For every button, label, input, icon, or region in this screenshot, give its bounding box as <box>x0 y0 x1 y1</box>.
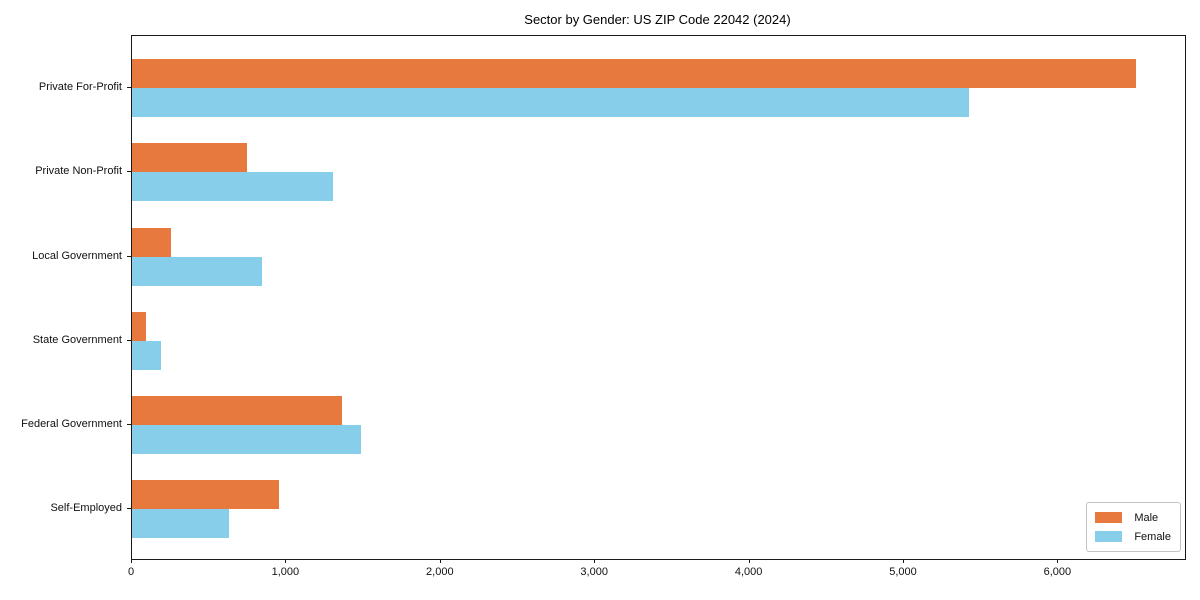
bar-female-3 <box>132 256 262 286</box>
x-tick-label: 0 <box>127 566 135 578</box>
x-tick <box>748 559 750 563</box>
bar-female-6 <box>132 508 230 538</box>
legend-label: Male <box>1134 511 1159 524</box>
x-tick-label: 6,000 <box>1043 566 1072 578</box>
bar-male-3 <box>132 227 172 257</box>
legend: Male Female <box>1086 502 1181 552</box>
legend-swatch-male <box>1095 512 1123 523</box>
y-tick-label: Federal Government <box>21 417 122 430</box>
y-tick <box>127 255 132 257</box>
y-tick-label: Private Non-Profit <box>35 165 122 178</box>
x-tick-label: 5,000 <box>889 566 917 578</box>
x-tick <box>285 559 287 563</box>
legend-item: Female <box>1095 527 1171 546</box>
x-tick <box>439 559 441 563</box>
bar-male-6 <box>132 479 279 509</box>
y-axis-labels: Private For-Profit Private Non-Profit Loca… <box>0 35 122 558</box>
bar-male-5 <box>132 395 342 425</box>
plot-area: Male Female <box>131 35 1186 560</box>
x-tick-label: 1,000 <box>271 566 300 578</box>
bar-female-5 <box>132 424 361 454</box>
y-tick-label: Private For-Profit <box>38 81 122 94</box>
y-tick <box>127 507 132 509</box>
bar-male-4 <box>132 311 146 341</box>
legend-label: Female <box>1134 530 1171 543</box>
y-tick-label: Self-Employed <box>50 501 122 514</box>
y-tick-label: Local Government <box>32 249 122 262</box>
chart-title: Sector by Gender: US ZIP Code 22042 (202… <box>524 12 791 27</box>
x-tick <box>594 559 596 563</box>
x-tick <box>131 559 132 563</box>
x-tick-label: 2,000 <box>426 566 454 578</box>
y-tick <box>127 423 132 425</box>
x-tick-label: 4,000 <box>734 566 763 578</box>
y-axis-ticks <box>127 35 132 558</box>
y-tick <box>127 339 132 341</box>
x-tick <box>1057 559 1059 563</box>
x-tick <box>903 559 904 563</box>
y-tick <box>127 87 132 89</box>
x-tick-label: 3,000 <box>580 566 608 578</box>
legend-item: Male <box>1095 508 1171 527</box>
y-tick <box>127 171 132 173</box>
bar-female-2 <box>132 172 333 202</box>
bar-male-1 <box>132 59 1136 89</box>
bar-female-4 <box>132 340 162 370</box>
y-tick-label: State Government <box>32 333 122 346</box>
bar-male-2 <box>132 143 247 173</box>
x-axis: 0 1,000 2,000 3,000 4,000 5,000 6,000 <box>127 559 1184 591</box>
legend-swatch-female <box>1095 531 1123 542</box>
bar-female-1 <box>132 88 969 118</box>
